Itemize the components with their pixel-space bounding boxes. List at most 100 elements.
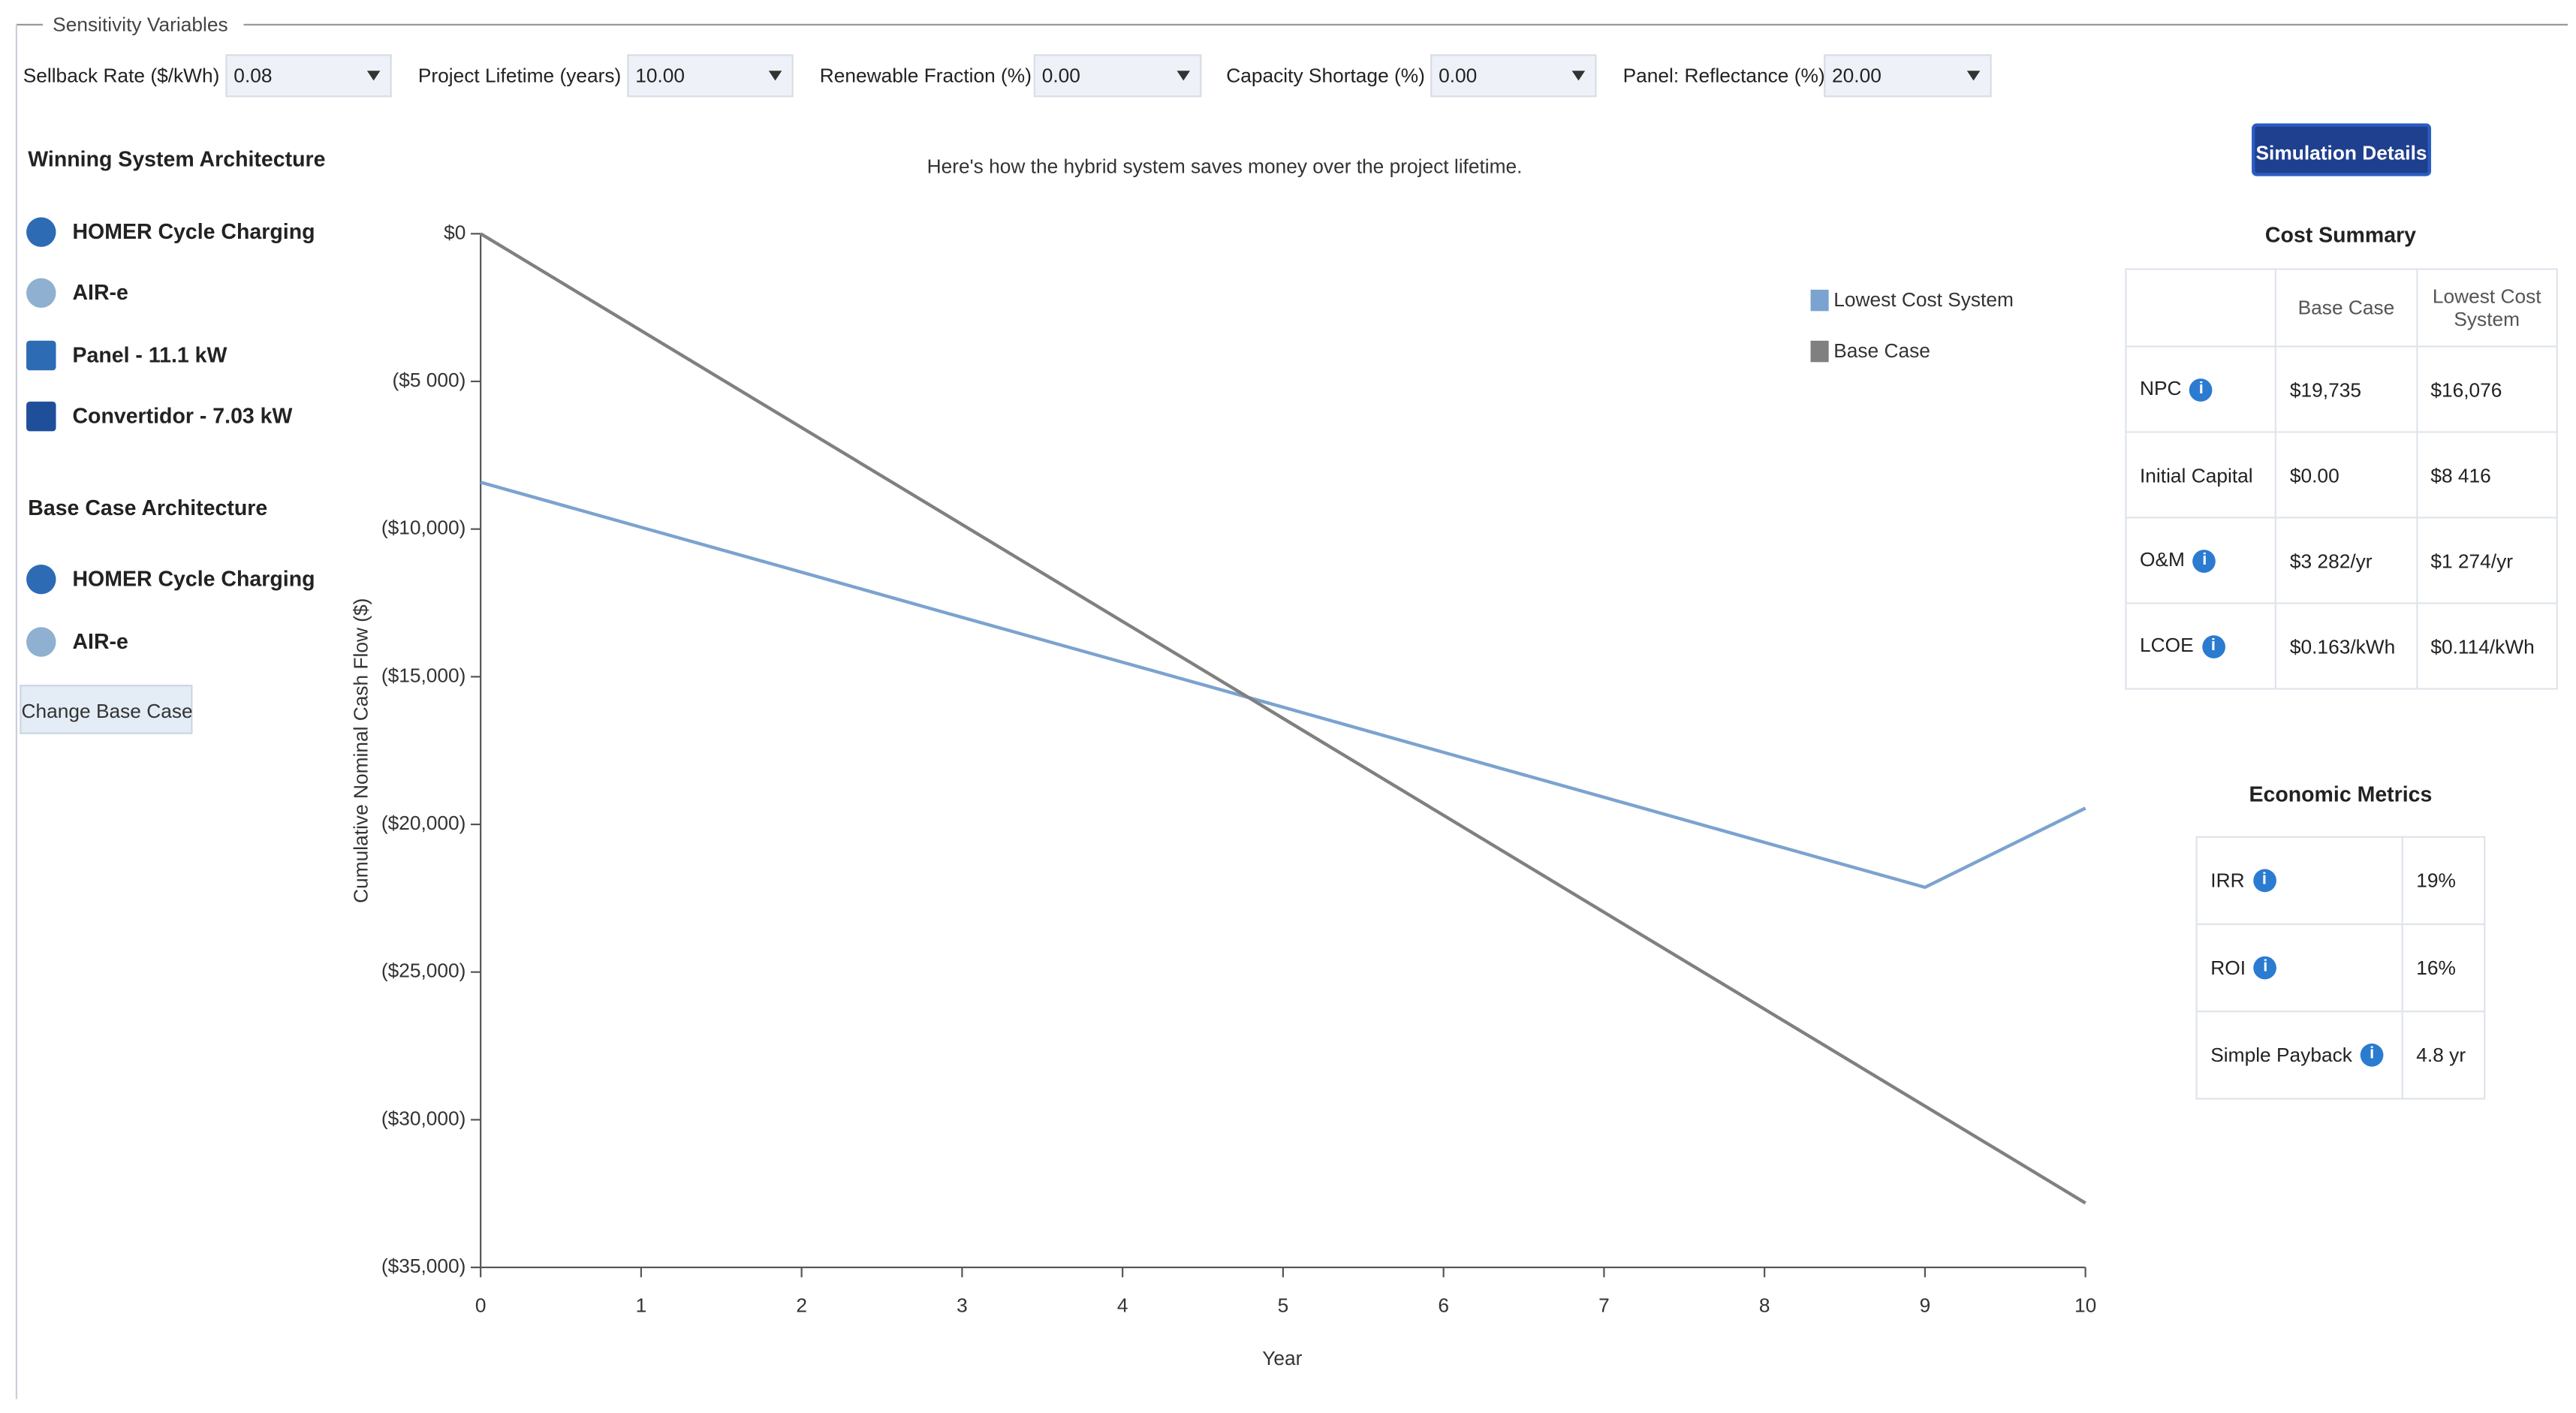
dropdown[interactable]: 0.00 (1430, 54, 1597, 98)
cell-text: $3 282/yr (2289, 549, 2373, 572)
header-cell: Base Case (2275, 268, 2418, 348)
table-cell: $3 282/yr (2275, 517, 2418, 604)
table-title: Cost Summary (2264, 221, 2417, 247)
legend-label: Lowest Cost System (1833, 288, 2014, 311)
field-label: Renewable Fraction (%) (819, 64, 1032, 88)
info-icon[interactable]: i (2252, 869, 2276, 893)
table-cell: O&M i (2125, 517, 2277, 604)
button[interactable]: Simulation Details (2252, 123, 2432, 176)
cell-text: Simple Payback (2210, 1042, 2352, 1066)
info-icon[interactable]: i (2201, 635, 2225, 658)
info-icon[interactable]: i (2254, 957, 2277, 981)
x-tick-label: 4 (1117, 1294, 1128, 1317)
component-name: HOMER Cycle Charging (72, 218, 315, 244)
dropdown[interactable]: 20.00 (1824, 54, 1992, 98)
legend-label: Base Case (1833, 339, 1930, 362)
x-tick-label: 0 (475, 1294, 487, 1317)
x-tick-label: 5 (1278, 1294, 1289, 1317)
metrics-table: IRR i 19% ROI i 16% Simple Payback i 4.8 yr (2195, 836, 2486, 1100)
y-tick-label: ($15,000) (381, 664, 466, 686)
x-tick-label: 3 (957, 1294, 968, 1317)
table-row: Simple Payback i 4.8 yr (2195, 1011, 2486, 1100)
header-cell (2125, 268, 2277, 348)
table-cell: 16% (2401, 923, 2486, 1013)
info-icon[interactable]: i (2189, 378, 2213, 402)
table-cell: IRR i (2195, 836, 2403, 926)
cell-text: $16,076 (2430, 378, 2502, 401)
table-cell: $8 416 (2415, 431, 2558, 519)
component-icon (26, 340, 56, 371)
info-icon[interactable]: i (2360, 1044, 2384, 1068)
cell-text: $0.114/kWh (2430, 634, 2535, 658)
section-title: Winning System Architecture (28, 146, 326, 171)
cell-text: $8 416 (2430, 463, 2491, 487)
component-icon (26, 401, 56, 432)
component-name: Convertidor - 7.03 kW (72, 403, 293, 428)
chart-subtitle: Here's how the hybrid system saves money… (927, 155, 1523, 178)
table-row: ROI i 16% (2195, 923, 2486, 1013)
table-cell: $0.114/kWh (2415, 602, 2558, 690)
component-name: Panel - 11.1 kW (72, 342, 227, 367)
x-tick-label: 8 (1759, 1294, 1770, 1317)
y-tick-label: ($25,000) (381, 960, 466, 982)
section-title: Base Case Architecture (28, 495, 268, 520)
x-tick-label: 1 (636, 1294, 647, 1317)
cell-text: LCOE (2139, 634, 2194, 657)
header-cell: Lowest Cost System (2415, 268, 2558, 348)
table-cell: $19,735 (2275, 345, 2418, 433)
cell-text: $0.163/kWh (2289, 634, 2396, 658)
component-icon (26, 627, 56, 657)
table-row: NPC i $19,735 $16,076 (2125, 345, 2558, 433)
dropdown[interactable]: 0.00 (1033, 54, 1202, 98)
table-cell: 4.8 yr (2401, 1011, 2486, 1100)
series-line (480, 232, 2086, 1205)
table-title: Economic Metrics (2249, 782, 2433, 807)
y-tick-label: ($20,000) (381, 812, 466, 834)
cell-text: 16% (2416, 956, 2456, 980)
cell-text: Initial Capital (2139, 463, 2253, 487)
table-cell: $1 274/yr (2415, 517, 2558, 604)
component-name: AIR-e (72, 279, 128, 305)
cell-text: $1 274/yr (2430, 549, 2514, 572)
table-cell: $0.00 (2275, 431, 2418, 519)
component-icon (26, 217, 56, 247)
table-row: Initial Capital $0.00 $8 416 (2125, 431, 2558, 519)
cell-text: O&M (2139, 548, 2185, 571)
cell-text: $0.00 (2289, 463, 2339, 487)
x-tick-label: 9 (1920, 1294, 1931, 1317)
cost-table: Base Case Lowest Cost System NPC i $19,735 $1… (2125, 268, 2558, 690)
series-line (480, 481, 2086, 890)
cell-text: $19,735 (2289, 378, 2361, 401)
component-icon (26, 278, 56, 308)
header-row: Base Case Lowest Cost System (2125, 268, 2558, 348)
x-tick-label: 6 (1438, 1294, 1449, 1317)
info-icon[interactable]: i (2192, 550, 2216, 573)
field-label: Panel: Reflectance (%) (1622, 64, 1825, 88)
table-cell: $16,076 (2415, 345, 2558, 433)
component-name: AIR-e (72, 628, 128, 654)
legend-swatch (1810, 289, 1829, 312)
x-tick-label: 2 (796, 1294, 807, 1317)
table-cell: 19% (2401, 836, 2486, 926)
dropdown[interactable]: 10.00 (627, 54, 794, 98)
table-cell: Initial Capital (2125, 431, 2277, 519)
table-row: O&M i $3 282/yr $1 274/yr (2125, 517, 2558, 604)
table-cell: $0.163/kWh (2275, 602, 2418, 690)
field-label: Sellback Rate ($/kWh) (23, 64, 220, 88)
field-label: Capacity Shortage (%) (1226, 64, 1425, 88)
button[interactable]: Change Base Case (20, 684, 193, 734)
component-name: HOMER Cycle Charging (72, 566, 315, 592)
table-cell: ROI i (2195, 923, 2403, 1013)
cell-text: NPC (2139, 377, 2182, 400)
legend-swatch (1810, 340, 1829, 363)
table-cell: LCOE i (2125, 602, 2277, 690)
fieldset-legend: Sensitivity Variables (53, 13, 228, 37)
component-icon (26, 564, 56, 595)
dropdown[interactable]: 0.08 (225, 54, 392, 98)
x-tick-label: 10 (2074, 1294, 2096, 1317)
y-tick-label: ($30,000) (381, 1107, 466, 1129)
y-axis-title: Cumulative Nominal Cash Flow ($) (349, 598, 372, 903)
